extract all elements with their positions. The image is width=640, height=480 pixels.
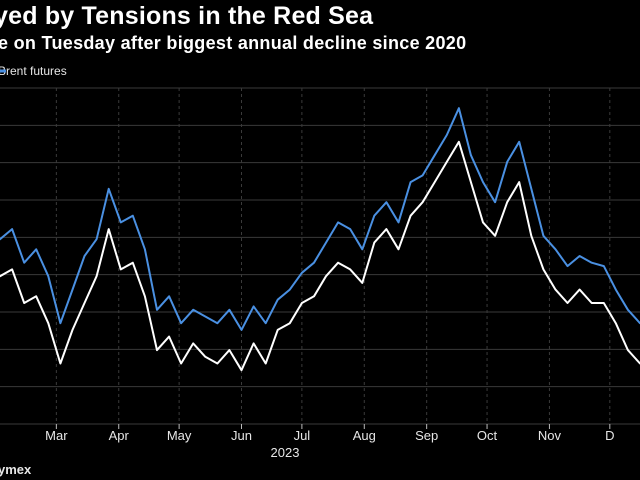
x-tick-label: Mar: [45, 428, 68, 443]
x-axis-label: 2023: [271, 445, 300, 460]
chart-title: yed by Tensions in the Red Sea: [0, 2, 374, 30]
x-tick-label: Apr: [109, 428, 130, 443]
chart-subtitle: e on Tuesday after biggest annual declin…: [0, 33, 467, 53]
series-line-brent: [0, 107, 640, 331]
x-tick-label: May: [167, 428, 192, 443]
chart-source: ymex: [0, 462, 32, 477]
x-tick-label: Sep: [415, 428, 438, 443]
legend-label-brent: Brent futures: [0, 63, 67, 78]
x-tick-label: Oct: [477, 428, 498, 443]
x-tick-label: D: [605, 428, 614, 443]
series-line-secondary: [0, 140, 640, 372]
x-tick-label: Jun: [231, 428, 252, 443]
chart-legend: Brent futures: [0, 63, 67, 79]
x-tick-label: Jul: [294, 428, 311, 443]
x-tick-label: Aug: [353, 428, 376, 443]
x-tick-label: Nov: [538, 428, 562, 443]
